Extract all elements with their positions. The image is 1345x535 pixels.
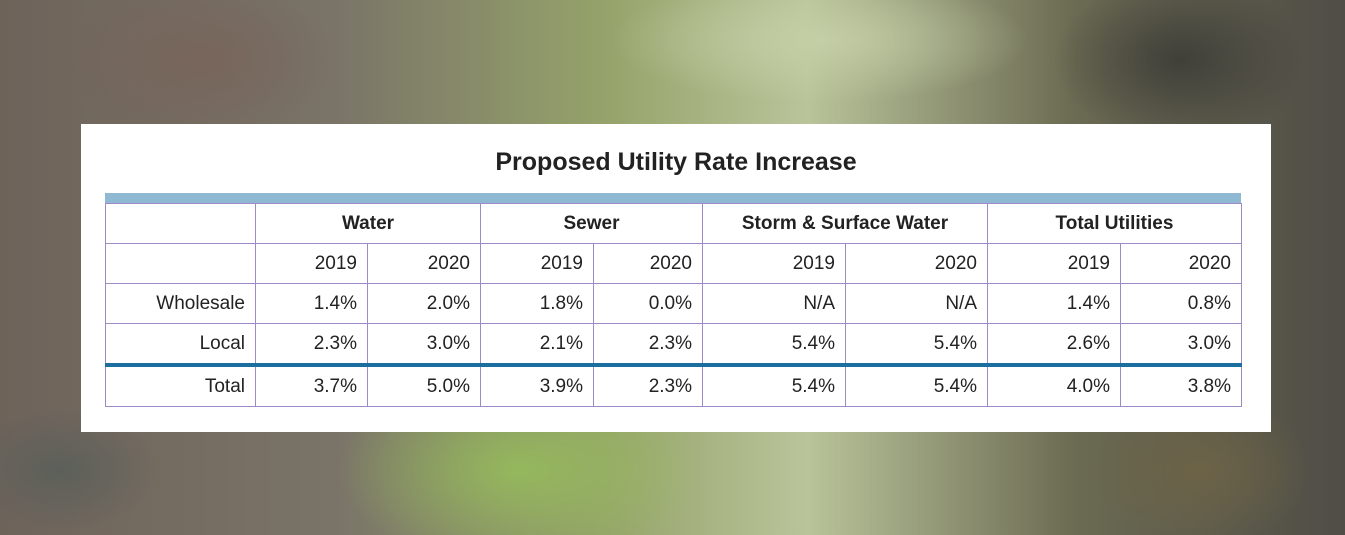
corner-cell: [106, 204, 256, 244]
rate-cell: 1.4%: [256, 284, 368, 324]
group-header: Storm & Surface Water: [703, 204, 988, 244]
rate-cell: 5.0%: [368, 365, 481, 407]
rate-cell: 2.3%: [594, 324, 703, 366]
rate-cell: 2.6%: [988, 324, 1121, 366]
title: Proposed Utility Rate Increase: [81, 148, 1271, 177]
year-header: 2019: [988, 244, 1121, 284]
rate-cell: 0.0%: [594, 284, 703, 324]
year-header: 2019: [481, 244, 594, 284]
row-label: Wholesale: [106, 284, 256, 324]
rate-cell: 5.4%: [846, 365, 988, 407]
rate-cell: 1.4%: [988, 284, 1121, 324]
rate-cell: 2.3%: [594, 365, 703, 407]
rate-cell: 5.4%: [703, 324, 846, 366]
row-label: Total: [106, 365, 256, 407]
group-header: Total Utilities: [988, 204, 1242, 244]
rate-cell: 0.8%: [1121, 284, 1242, 324]
rate-cell: N/A: [846, 284, 988, 324]
header-bar: [105, 193, 1241, 203]
group-header: Sewer: [481, 204, 703, 244]
rate-cell: 4.0%: [988, 365, 1121, 407]
corner-cell: [106, 244, 256, 284]
rate-cell: 3.0%: [1121, 324, 1242, 366]
rate-cell: 2.0%: [368, 284, 481, 324]
rate-cell: 1.8%: [481, 284, 594, 324]
rate-cell: 3.8%: [1121, 365, 1242, 407]
rate-cell: 5.4%: [703, 365, 846, 407]
page: Proposed Utility Rate Increase WaterSewe…: [0, 0, 1345, 535]
rate-cell: 2.1%: [481, 324, 594, 366]
year-header: 2020: [368, 244, 481, 284]
rate-cell: 3.7%: [256, 365, 368, 407]
year-header: 2020: [846, 244, 988, 284]
rate-cell: 3.9%: [481, 365, 594, 407]
group-header: Water: [256, 204, 481, 244]
row-label: Local: [106, 324, 256, 366]
year-header: 2019: [256, 244, 368, 284]
year-header: 2019: [703, 244, 846, 284]
rate-cell: 3.0%: [368, 324, 481, 366]
rate-cell: N/A: [703, 284, 846, 324]
year-header: 2020: [1121, 244, 1242, 284]
rate-cell: 2.3%: [256, 324, 368, 366]
year-header: 2020: [594, 244, 703, 284]
rate-cell: 5.4%: [846, 324, 988, 366]
